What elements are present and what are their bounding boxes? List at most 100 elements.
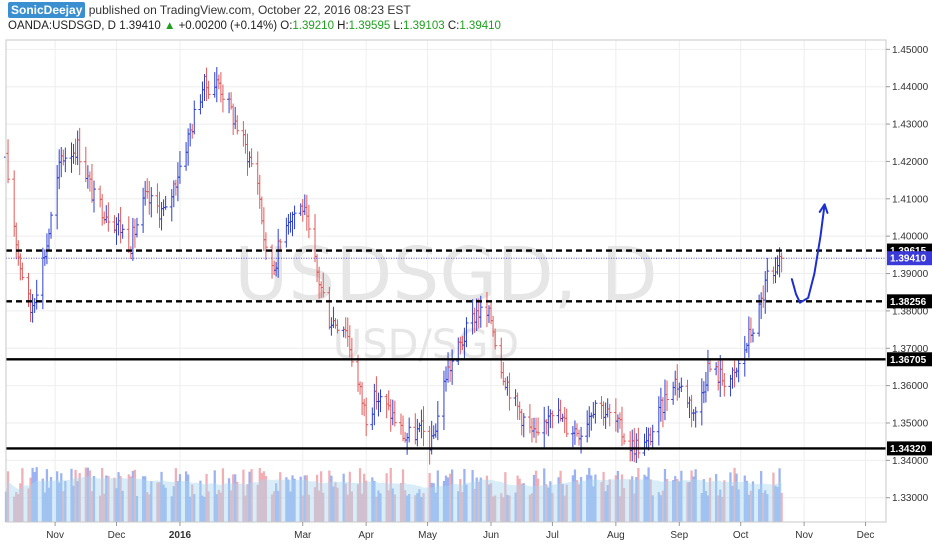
ohlc-bar [249, 148, 254, 168]
y-tick-label: 1.41000 [892, 194, 929, 205]
volume-bar [702, 479, 705, 522]
volume-bar [749, 490, 753, 522]
volume-bar [56, 471, 59, 522]
volume-bar [559, 470, 562, 522]
volume-bar [365, 480, 368, 522]
ohlc-bar [378, 389, 383, 413]
volume-bar [776, 487, 779, 522]
volume-bar [461, 492, 464, 522]
volume-bar [184, 471, 188, 522]
ohlc-bar [77, 127, 82, 176]
volume-bar [690, 470, 693, 522]
volume-bar [757, 489, 761, 522]
y-tick-label: 1.45000 [892, 45, 929, 56]
volume-bar [232, 474, 235, 522]
level-price-tag-box [887, 441, 932, 456]
volume-bar [465, 484, 468, 522]
volume-bar [88, 470, 92, 522]
price-bars [4, 67, 784, 465]
volume-bar [649, 479, 652, 522]
chart-header: SonicDeejay published on TradingView.com… [0, 0, 932, 38]
volume-bar [105, 475, 108, 522]
volume-bar [90, 491, 94, 522]
volume-bar [674, 476, 677, 522]
volume-bar [760, 471, 763, 522]
volume-bar [534, 470, 538, 522]
x-axis: Nov Dec 2016 Mar Apr May Jun Jul Aug Sep Oct Nov Dec [46, 522, 874, 541]
volume-bar [121, 490, 124, 522]
volume-bar [191, 484, 194, 522]
author-name[interactable]: SonicDeejay [8, 2, 86, 18]
ohlc-bar [693, 406, 698, 428]
volume-bar [244, 495, 247, 522]
volume-bar [661, 490, 665, 522]
high-label: H: [337, 20, 349, 32]
volume-bar [305, 475, 308, 522]
volume-bar [780, 492, 783, 522]
volume-bar [432, 483, 435, 522]
change-value: +0.00200 (+0.14%) [178, 20, 278, 32]
volume-bar [504, 472, 507, 522]
ohlc-bar [263, 232, 268, 261]
ohlc-bar [665, 380, 670, 411]
ohlc-bar [593, 400, 598, 424]
volume-bar [160, 471, 163, 522]
ohlc-bar [120, 224, 125, 239]
volume-bar [418, 489, 421, 522]
volume-bar [772, 472, 775, 522]
volume-bar [762, 492, 765, 522]
ohlc-bar [177, 151, 182, 184]
volume-bar [107, 475, 110, 522]
volume-bar [622, 488, 626, 522]
ohlc-bar [636, 427, 641, 459]
volume-bar [332, 486, 335, 522]
volume-bar [590, 475, 593, 522]
volume-bar [393, 494, 396, 522]
y-tick-label: 1.37000 [892, 344, 929, 355]
volume-bar [150, 481, 153, 522]
ohlc-bar [421, 406, 426, 447]
volume-bar [708, 477, 712, 522]
volume-bar [637, 468, 640, 522]
volume-bar [694, 469, 697, 522]
x-tick-label: Mar [294, 530, 312, 541]
price-chart[interactable]: USDSGD, D USD/SGD 1.45000 1.44000 1.43000 1.4… [0, 38, 932, 550]
volume-bar [246, 484, 249, 522]
volume-bar [477, 481, 480, 522]
volume-bar [643, 474, 646, 522]
volume-bar [676, 478, 679, 522]
chart-canvas[interactable]: USDSGD, DUSD/SGD1.450001.440001.430001.4… [0, 38, 932, 550]
ohlc-bar [134, 217, 139, 238]
volume-bar [291, 475, 294, 522]
volume-bar [49, 476, 53, 522]
ohlc-bar [392, 400, 397, 427]
volume-bar [60, 473, 63, 522]
volume-bar [586, 474, 589, 522]
ohlc-bar [206, 80, 211, 99]
volume-bar [62, 491, 65, 522]
level-price-tag-box [887, 294, 932, 309]
volume-bar [688, 482, 691, 522]
volume-bar [258, 467, 261, 522]
ohlc-bar [349, 337, 354, 367]
volume-bar [289, 491, 292, 522]
volume-bar [408, 493, 411, 522]
x-tick-label: Jul [546, 530, 559, 541]
volume-bar [131, 470, 135, 522]
ohlc-bar [220, 84, 225, 113]
volume-bar [723, 480, 726, 522]
volume-bar [399, 482, 403, 522]
volume-bar [528, 494, 532, 522]
volume-bar [13, 496, 16, 522]
volume-bar [275, 483, 278, 522]
plot-frame [5, 39, 887, 523]
volume-bar [135, 496, 139, 522]
volume-bar [248, 471, 251, 522]
volume-bar [436, 470, 439, 522]
volume-bar [363, 473, 366, 522]
volume-bar [563, 495, 566, 522]
volume-bar [287, 479, 290, 522]
ohlc-bar [278, 238, 283, 250]
volume-bar [551, 492, 554, 522]
volume-bar [299, 476, 302, 522]
